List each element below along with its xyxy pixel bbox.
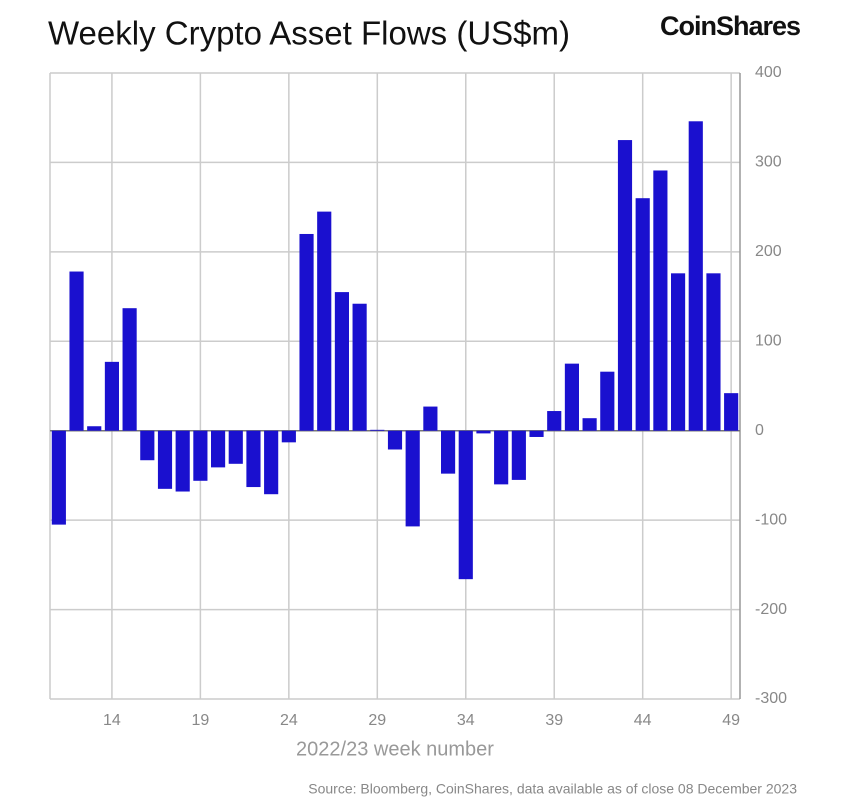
y-tick-label: 200	[755, 243, 782, 260]
bar	[441, 430, 456, 474]
bar	[617, 140, 633, 431]
brand-logo: CoinShares	[660, 11, 800, 41]
bar	[51, 430, 66, 525]
x-tick-label: 19	[191, 712, 209, 729]
bar	[175, 430, 190, 492]
bar	[246, 430, 261, 488]
bar	[228, 430, 243, 464]
bar	[511, 430, 526, 480]
bar	[706, 273, 721, 431]
bar	[264, 430, 279, 495]
bar	[476, 430, 491, 434]
bar	[193, 430, 208, 481]
bar	[671, 273, 686, 431]
bar	[140, 430, 155, 461]
bar	[582, 418, 597, 431]
bar	[299, 233, 314, 431]
bar	[494, 430, 509, 485]
bar	[211, 430, 226, 468]
bar	[69, 271, 84, 431]
chart-title: Weekly Crypto Asset Flows (US$m)	[48, 15, 570, 52]
bar	[317, 211, 332, 431]
bar	[423, 406, 438, 431]
bar	[157, 430, 173, 489]
x-tick-label: 14	[103, 712, 121, 729]
bar	[547, 411, 562, 431]
source-note: Source: Bloomberg, CoinShares, data avai…	[308, 781, 797, 797]
x-axis-label: 2022/23 week number	[296, 738, 494, 760]
x-tick-label: 39	[545, 712, 563, 729]
bar	[405, 430, 420, 527]
bar	[653, 170, 668, 431]
y-tick-label: -300	[755, 690, 787, 707]
y-tick-label: -100	[755, 511, 787, 528]
bar	[724, 393, 739, 431]
bar	[564, 363, 579, 431]
bar	[281, 430, 296, 443]
x-tick-label: 24	[280, 712, 298, 729]
x-tick-label: 29	[368, 712, 386, 729]
bar	[87, 426, 102, 431]
bar	[352, 303, 367, 431]
y-tick-label: 400	[755, 64, 782, 81]
bar	[688, 121, 703, 431]
bar	[334, 292, 349, 431]
y-tick-label: 0	[755, 422, 764, 439]
bar	[104, 361, 119, 431]
x-tick-label: 49	[722, 712, 740, 729]
bar	[600, 371, 615, 431]
bar	[635, 198, 650, 431]
y-tick-label: 300	[755, 154, 782, 171]
bar	[387, 430, 403, 450]
x-tick-label: 34	[457, 712, 475, 729]
y-tick-label: -200	[755, 601, 787, 618]
y-tick-label: 100	[755, 333, 782, 350]
x-tick-label: 44	[634, 712, 652, 729]
bar	[529, 430, 544, 437]
bar	[122, 308, 137, 431]
bar	[370, 429, 385, 431]
bar	[458, 430, 473, 580]
